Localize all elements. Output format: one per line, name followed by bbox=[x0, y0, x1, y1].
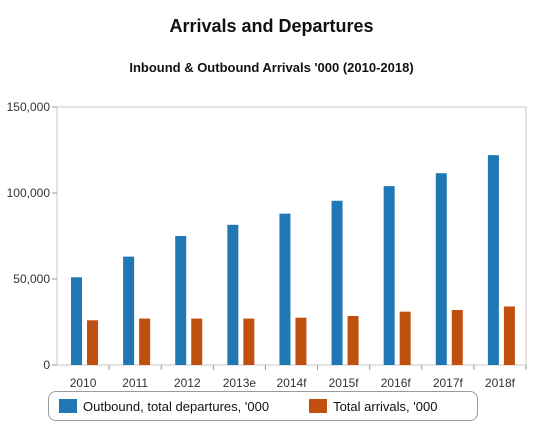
bar-outbound-2018f bbox=[487, 155, 499, 365]
bar-outbound-2011 bbox=[123, 256, 135, 365]
x-tick-label: 2017f bbox=[433, 376, 464, 390]
x-tick-label: 2014f bbox=[276, 376, 307, 390]
bar-arrivals-2010 bbox=[87, 320, 98, 365]
x-tick-label: 2011 bbox=[122, 376, 148, 390]
bar-arrivals-2014f bbox=[295, 317, 307, 365]
legend-swatch-arrivals bbox=[309, 399, 328, 413]
bar-arrivals-2012 bbox=[191, 318, 203, 365]
x-tick-label: 2018f bbox=[485, 376, 516, 390]
bar-outbound-2013e bbox=[227, 224, 239, 365]
legend-item-outbound: Outbound, total departures, '000 bbox=[59, 399, 269, 414]
bar-arrivals-2015f bbox=[347, 315, 359, 365]
legend-swatch-outbound bbox=[59, 399, 77, 413]
bar-chart: 0 50,000 100,000 150,000 2010 2011 2012 2013e 20… bbox=[7, 100, 527, 390]
x-tick-label: 2012 bbox=[174, 376, 201, 390]
chart-legend: Outbound, total departures, '000 Total a… bbox=[48, 391, 478, 421]
bar-arrivals-2018f bbox=[503, 306, 515, 365]
y-tick-label: 50,000 bbox=[13, 272, 50, 286]
x-tick-label: 2010 bbox=[70, 376, 97, 390]
legend-item-arrivals: Total arrivals, '000 bbox=[309, 399, 437, 414]
chart-subtitle: Inbound & Outbound Arrivals '000 (2010-2… bbox=[129, 60, 414, 75]
x-tick-label: 2013e bbox=[223, 376, 257, 390]
bar-arrivals-2016f bbox=[399, 311, 411, 365]
bar-outbound-2017f bbox=[435, 173, 447, 365]
bar-arrivals-2013e bbox=[243, 318, 255, 365]
bar-arrivals-2017f bbox=[451, 309, 463, 365]
bar-outbound-2012 bbox=[175, 236, 187, 365]
bar-outbound-2010 bbox=[71, 277, 82, 365]
chart-axes bbox=[52, 106, 527, 370]
y-tick-label: 150,000 bbox=[7, 100, 51, 114]
y-tick-label: 100,000 bbox=[7, 186, 51, 200]
y-tick-label: 0 bbox=[43, 358, 50, 372]
chart-title: Arrivals and Departures bbox=[169, 16, 374, 36]
legend-label-outbound: Outbound, total departures, '000 bbox=[83, 398, 270, 414]
bar-arrivals-2011 bbox=[139, 318, 151, 365]
legend-label-arrivals: Total arrivals, '000 bbox=[333, 398, 438, 414]
chart-bars bbox=[71, 155, 515, 365]
bar-outbound-2016f bbox=[383, 186, 395, 365]
plot-area-frame bbox=[56, 106, 527, 366]
bar-outbound-2015f bbox=[331, 200, 343, 365]
chart-tick-labels: 0 50,000 100,000 150,000 2010 2011 2012 2013e 20… bbox=[7, 100, 516, 390]
x-tick-label: 2016f bbox=[381, 376, 412, 390]
bar-outbound-2014f bbox=[279, 213, 291, 365]
x-tick-label: 2015f bbox=[329, 376, 360, 390]
